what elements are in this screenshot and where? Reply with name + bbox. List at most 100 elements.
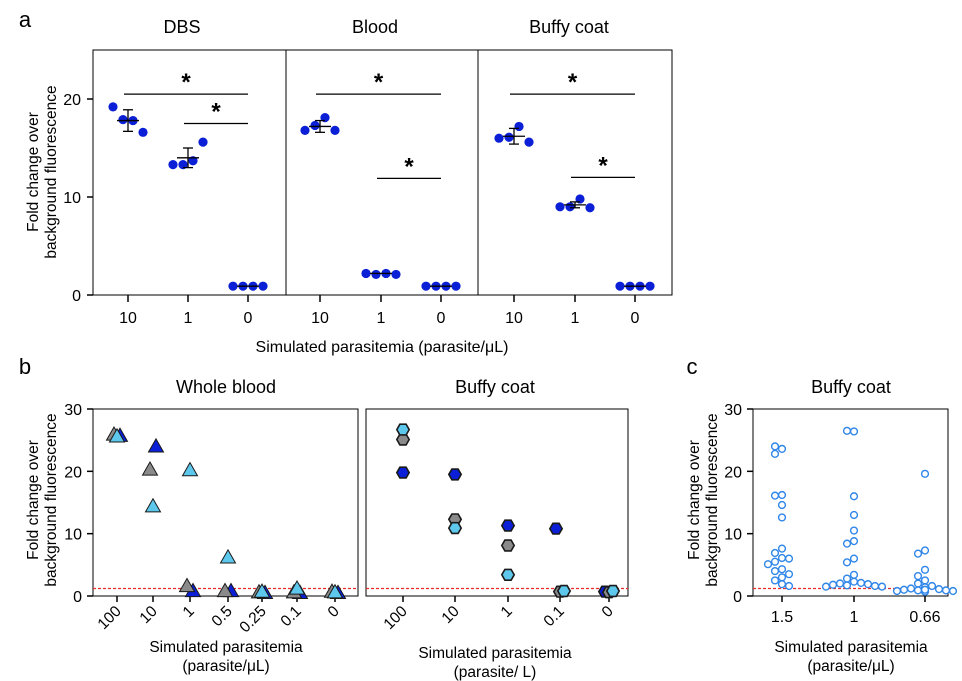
panel-a-frame bbox=[92, 49, 673, 296]
x-axis-label-line: (parasite/ L) bbox=[454, 664, 537, 681]
data-point-open-circle bbox=[842, 581, 852, 590]
data-point-triangle bbox=[219, 548, 237, 564]
x-axis-label-line: (parasite/μL) bbox=[807, 658, 894, 675]
x-tick-label-a: 0 bbox=[437, 310, 446, 327]
data-point-open-circle bbox=[913, 586, 923, 595]
y-tick-label-b: 10 bbox=[64, 527, 82, 544]
data-point-open-circle bbox=[941, 586, 951, 595]
x-axis-label-line: Simulated parasitemia bbox=[149, 639, 303, 656]
x-axis-label-b2: Simulated parasitemia (parasite/ L) bbox=[418, 645, 572, 681]
data-point-hexagon bbox=[500, 568, 516, 582]
data-point bbox=[645, 281, 655, 291]
data-point-open-circle bbox=[870, 581, 880, 591]
data-point bbox=[310, 120, 320, 131]
data-point-open-circle bbox=[863, 580, 873, 589]
y-axis-label-line: background fluorescence bbox=[704, 413, 721, 586]
data-point-open-circle bbox=[770, 449, 780, 458]
data-point-open-circle bbox=[849, 427, 859, 436]
significance-star: * bbox=[568, 69, 578, 96]
significance-star: * bbox=[598, 152, 608, 179]
data-point-open-circle bbox=[849, 492, 859, 501]
data-point-open-circle bbox=[770, 491, 780, 500]
y-axis-label-c: Fold change overbackground fluorescence bbox=[686, 413, 721, 586]
data-point bbox=[198, 137, 208, 147]
panel-c-frame bbox=[752, 408, 949, 597]
y-tick-label-a: 0 bbox=[72, 288, 81, 305]
x-tick-label-b2: 0 bbox=[599, 603, 617, 621]
data-point bbox=[108, 102, 118, 112]
data-point-hexagon bbox=[447, 468, 463, 481]
x-tick-label-b1: 0.5 bbox=[209, 603, 236, 630]
data-point bbox=[504, 132, 514, 142]
data-point-open-circle bbox=[777, 513, 787, 522]
data-point-open-circle bbox=[899, 585, 909, 594]
x-tick-label-b2: 0.1 bbox=[541, 603, 568, 630]
data-point-hexagon bbox=[395, 466, 411, 479]
data-point-open-circle bbox=[842, 558, 852, 567]
data-point-open-circle bbox=[842, 539, 852, 548]
panel-c-title: Buffy coat bbox=[811, 377, 891, 397]
x-axis-label-c: Simulated parasitemia (parasite/μL) bbox=[774, 639, 928, 675]
data-point-open-circle bbox=[770, 557, 780, 566]
x-tick-label-b1: 100 bbox=[95, 603, 126, 634]
data-point-open-circle bbox=[777, 444, 787, 453]
y-tick-label-a: 20 bbox=[63, 92, 81, 109]
data-point-open-circle bbox=[906, 584, 916, 593]
panel-label-c: c bbox=[687, 354, 698, 379]
data-point-open-circle bbox=[920, 469, 930, 478]
y-axis-label-line: Fold change over bbox=[25, 440, 42, 560]
significance-star: * bbox=[404, 153, 414, 180]
data-point bbox=[615, 281, 625, 291]
data-point bbox=[585, 203, 595, 213]
data-point-open-circle bbox=[784, 554, 794, 563]
data-point bbox=[138, 127, 148, 137]
data-point-open-circle bbox=[842, 426, 852, 435]
data-point bbox=[565, 202, 575, 212]
data-point-open-circle bbox=[777, 553, 787, 563]
x-tick-label-b2: 100 bbox=[381, 603, 412, 634]
data-point bbox=[451, 281, 461, 291]
x-tick-label-b1: 0.25 bbox=[236, 603, 269, 636]
data-point-triangle bbox=[326, 583, 344, 599]
data-point-open-circle bbox=[784, 581, 794, 591]
panel-b2-title: Buffy coat bbox=[455, 377, 535, 397]
x-tick-label-b1: 0.1 bbox=[278, 603, 305, 630]
data-point bbox=[258, 281, 268, 291]
data-point-open-circle bbox=[777, 500, 787, 510]
data-point-hexagon bbox=[500, 539, 516, 552]
panel-label-b: b bbox=[19, 354, 31, 379]
data-point-hexagon bbox=[556, 584, 572, 598]
x-axis-label-line: Simulated parasitemia bbox=[774, 639, 928, 656]
data-point bbox=[228, 281, 238, 291]
data-point-hexagon bbox=[500, 519, 516, 532]
subpanel-title: DBS bbox=[163, 17, 200, 37]
data-point-open-circle bbox=[849, 554, 859, 563]
data-point-triangle bbox=[147, 437, 165, 453]
data-point-triangle bbox=[181, 461, 199, 477]
data-point-open-circle bbox=[849, 577, 859, 586]
panel-b1-frame bbox=[92, 408, 359, 597]
x-tick-label-b1: 0 bbox=[325, 603, 343, 621]
x-tick-label-a: 0 bbox=[631, 310, 640, 327]
x-tick-label-a: 0 bbox=[244, 310, 253, 327]
x-tick-label-c: 1 bbox=[850, 609, 859, 626]
data-point-open-circle bbox=[948, 586, 958, 596]
data-point-open-circle bbox=[920, 565, 930, 574]
data-point-open-circle bbox=[849, 570, 859, 579]
data-point bbox=[371, 269, 381, 280]
data-point bbox=[361, 268, 371, 279]
y-tick-label-b: 30 bbox=[64, 402, 82, 419]
data-point-open-circle bbox=[828, 580, 838, 589]
data-point bbox=[421, 281, 431, 291]
x-tick-label-b1: 10 bbox=[137, 603, 161, 627]
data-point-open-circle bbox=[770, 442, 780, 451]
x-tick-label-b1: 1 bbox=[180, 603, 198, 621]
data-point-open-circle bbox=[920, 585, 930, 594]
x-tick-label-b2: 10 bbox=[439, 603, 463, 627]
data-point bbox=[168, 160, 178, 170]
y-tick-label-a: 10 bbox=[63, 190, 81, 207]
data-point bbox=[524, 137, 534, 147]
data-point-open-circle bbox=[821, 582, 831, 591]
data-point-triangle bbox=[288, 580, 306, 595]
panel-b2-frame bbox=[365, 408, 629, 597]
